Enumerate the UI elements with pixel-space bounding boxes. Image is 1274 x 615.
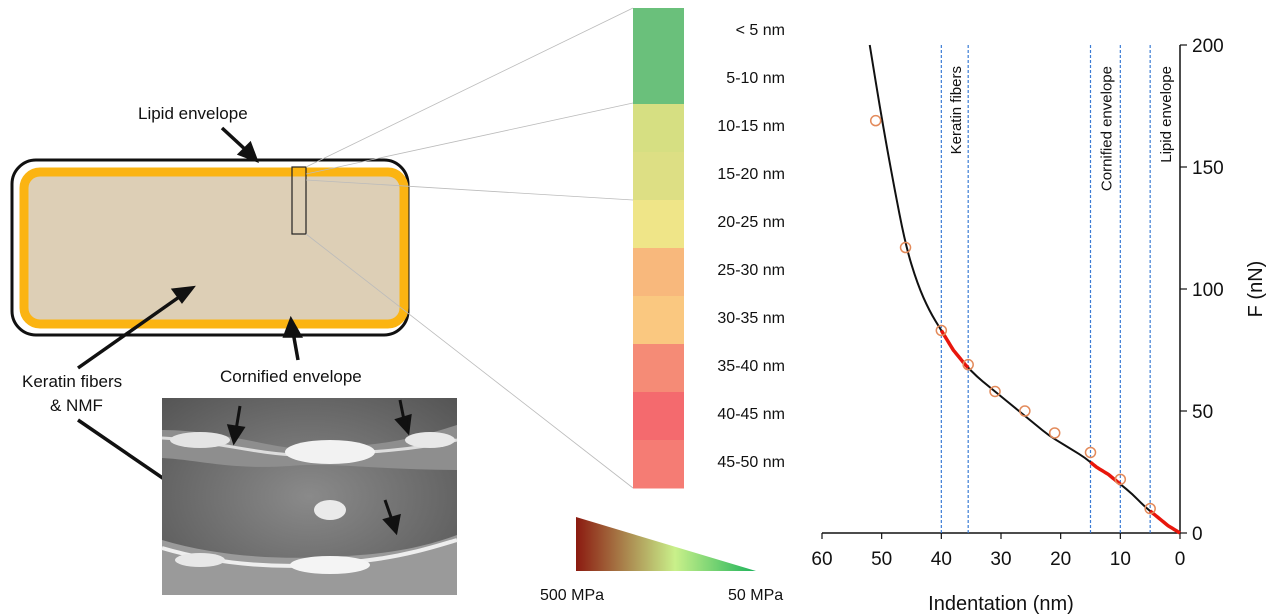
modulus-low-label: 50 MPa	[728, 587, 784, 604]
color-band	[633, 392, 684, 441]
x-tick-label: 10	[1110, 549, 1131, 570]
x-tick-label: 60	[811, 549, 832, 570]
y-tick-label: 100	[1192, 280, 1224, 301]
color-band-label: 30-35 nm	[717, 310, 785, 327]
cornified-envelope-label: Cornified envelope	[220, 367, 362, 386]
data-marker	[1048, 427, 1061, 439]
modulus-gradient	[576, 517, 756, 571]
layer-annotation: Cornified envelope	[1098, 66, 1115, 191]
x-tick-label: 0	[1175, 549, 1186, 570]
color-band	[633, 200, 684, 249]
data-marker	[869, 114, 882, 127]
force-curve	[868, 44, 1181, 534]
layer-annotation: Keratin fibers	[948, 66, 965, 154]
color-band-label: 40-45 nm	[717, 406, 785, 423]
layer-annotation: Lipid envelope	[1158, 66, 1175, 163]
zoom-guide-lines	[305, 7, 634, 489]
data-marker	[1084, 446, 1097, 459]
x-tick-label: 50	[871, 549, 892, 570]
micrograph	[161, 398, 458, 595]
data-marker	[899, 241, 912, 254]
y-tick-label: 150	[1192, 158, 1224, 179]
y-tick-label: 50	[1192, 402, 1213, 423]
diagram-arrows	[76, 126, 303, 503]
color-band	[633, 296, 684, 345]
y-tick-label: 0	[1192, 524, 1203, 545]
color-band-label: 35-40 nm	[717, 358, 785, 375]
zoom-box	[291, 166, 307, 235]
data-marker	[1114, 473, 1127, 486]
data-marker	[962, 358, 974, 371]
color-band-label: 25-30 nm	[717, 262, 785, 279]
color-band-label: 45-50 nm	[717, 454, 785, 471]
color-band-label: < 5 nm	[735, 22, 785, 39]
data-marker	[935, 324, 948, 337]
color-band	[633, 152, 684, 201]
color-band	[633, 104, 684, 153]
nmf-label: & NMF	[50, 396, 103, 415]
color-band	[633, 56, 684, 105]
data-marker	[1019, 405, 1031, 417]
lipid-envelope-label: Lipid envelope	[138, 104, 248, 123]
color-band	[633, 8, 684, 57]
highlight-segment	[1149, 509, 1181, 535]
color-band-label: 15-20 nm	[717, 166, 785, 183]
color-scale	[633, 8, 684, 489]
modulus-high-label: 500 MPa	[540, 587, 605, 604]
color-band-label: 10-15 nm	[717, 118, 785, 135]
data-marker	[989, 385, 1001, 398]
color-band	[633, 344, 684, 393]
y-axis-label: F (nN)	[1245, 261, 1267, 318]
color-band	[633, 248, 684, 297]
color-band-label: 20-25 nm	[717, 214, 785, 231]
x-tick-label: 30	[990, 549, 1011, 570]
y-tick-label: 200	[1192, 36, 1224, 57]
cornified-envelope-band	[19, 167, 409, 329]
data-marker	[1144, 502, 1156, 515]
x-tick-label: 40	[931, 549, 952, 570]
keratin-fibers-label: Keratin fibers	[22, 372, 123, 391]
color-band	[633, 440, 684, 489]
cell-diagram	[10, 158, 410, 337]
x-tick-label: 20	[1050, 549, 1071, 570]
color-band-label: 5-10 nm	[726, 70, 785, 87]
x-axis-label: Indentation (nm)	[928, 593, 1074, 615]
